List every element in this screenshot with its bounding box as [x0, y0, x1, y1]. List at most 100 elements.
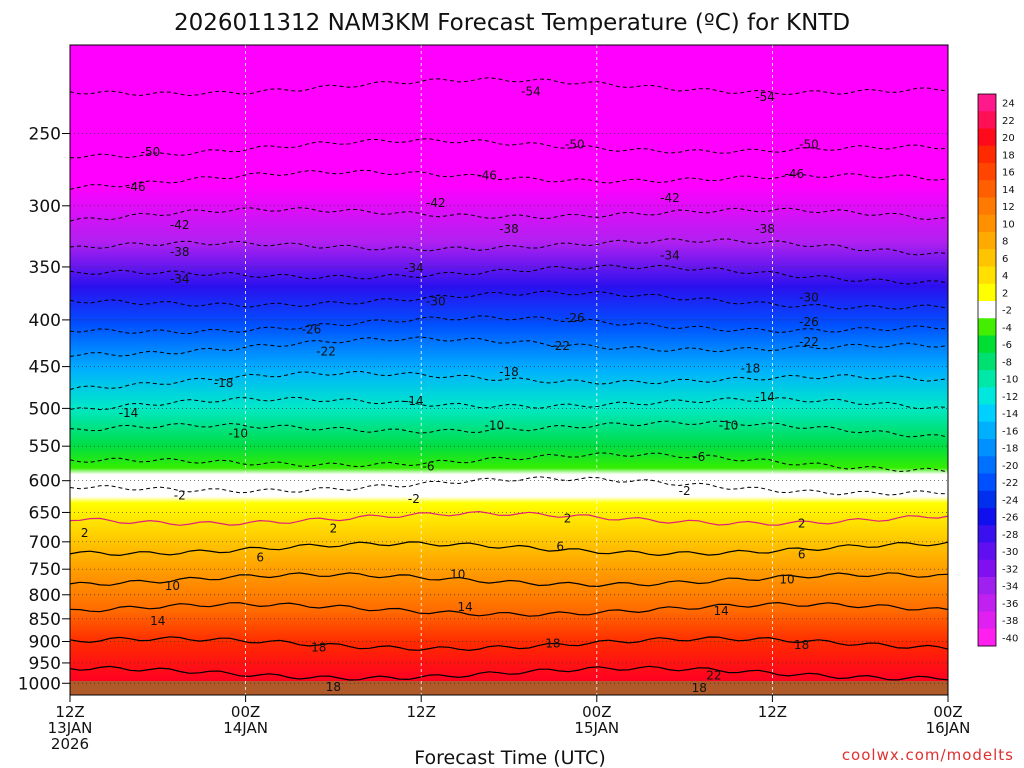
y-axis: 2503003504004505005506006507007508008509… [18, 124, 70, 694]
colorbar-label: -28 [1002, 530, 1018, 541]
colorbar-swatch [978, 421, 996, 440]
colorbar-label: 12 [1002, 202, 1015, 213]
colorbar-label: -24 [1002, 495, 1018, 506]
contour-label: 18 [545, 637, 560, 651]
colorbar-swatch [978, 370, 996, 388]
colorbar-swatch [978, 559, 996, 578]
colorbar-label: -22 [1002, 478, 1018, 489]
colorbar-swatch [978, 249, 996, 267]
contour-label: 2 [330, 522, 338, 536]
contour-label: -22 [799, 335, 819, 349]
contour-label: 2 [798, 516, 806, 530]
colorbar-label: 16 [1002, 168, 1015, 179]
ground-shading [70, 681, 948, 695]
contour-line--26 [69, 315, 949, 335]
colorbar-label: 18 [1002, 150, 1015, 161]
contour-label: -34 [170, 272, 190, 286]
contour-line-22 [69, 665, 949, 681]
contour-label: 10 [450, 567, 465, 581]
x-tick-label: 13JAN [48, 719, 93, 737]
y-tick-label: 450 [29, 358, 61, 378]
contour-label: -22 [550, 339, 570, 353]
contour-label: -54 [755, 90, 775, 104]
contour-label: 14 [150, 614, 165, 628]
colorbar-swatch [978, 577, 996, 595]
colorbar: 24 22 20 18 16 14 12 10 8 6 4 2 -2 -4 -6 -8 -10 -12 -14 -16… [977, 93, 1018, 647]
contour-label: -34 [404, 261, 424, 275]
contour-label: -42 [426, 196, 446, 210]
contour-label: -2 [174, 489, 186, 503]
contour-label: -26 [302, 323, 322, 337]
colorbar-label: -30 [1002, 547, 1018, 558]
colorbar-swatch [978, 387, 996, 405]
contour-label: -50 [565, 137, 585, 151]
colorbar-swatch [978, 611, 996, 630]
contour-label: -26 [799, 315, 819, 329]
colorbar-swatch [978, 525, 996, 543]
contour-label: -46 [785, 167, 805, 181]
colorbar-swatch [978, 145, 996, 164]
x-tick-label: 2026 [51, 735, 89, 753]
contour-label: 6 [256, 550, 264, 564]
colorbar-swatch [978, 301, 996, 319]
colorbar-label: -40 [1002, 633, 1018, 644]
y-tick-label: 900 [29, 632, 61, 652]
contour-label: -2 [679, 484, 691, 498]
colorbar-label: 14 [1002, 185, 1015, 196]
colorbar-swatch [978, 128, 996, 147]
x-tick-label: 00Z [231, 703, 260, 721]
y-tick-label: 250 [29, 124, 61, 144]
contour-label: -18 [499, 365, 519, 379]
contour-line--38 [69, 238, 949, 256]
y-tick-label: 400 [29, 311, 61, 331]
contour-line--6 [69, 452, 949, 473]
colorbar-label: 6 [1002, 254, 1008, 265]
colorbar-label: -8 [1002, 357, 1012, 368]
colorbar-label: -10 [1002, 375, 1018, 386]
colorbar-label: -32 [1002, 564, 1018, 575]
colorbar-swatch [978, 508, 996, 526]
colorbar-label: -18 [1002, 444, 1018, 455]
colorbar-swatch [978, 456, 996, 474]
contour-line--2 [69, 476, 949, 496]
contour-line--18 [69, 370, 949, 390]
contour-label: 14 [714, 604, 729, 618]
colorbar-label: -36 [1002, 599, 1018, 610]
colorbar-label: -6 [1002, 340, 1012, 351]
colorbar-swatch [978, 163, 996, 181]
contour-label: 6 [798, 548, 806, 562]
contour-line--22 [69, 336, 949, 357]
colorbar-swatch [978, 352, 996, 371]
chart-title: 2026011312 NAM3KM Forecast Temperature (… [174, 10, 850, 36]
y-tick-label: 800 [29, 586, 61, 606]
y-tick-label: 600 [29, 472, 61, 492]
colorbar-swatch [978, 473, 996, 492]
colorbar-frame [977, 93, 997, 647]
contour-label: 2 [564, 511, 572, 525]
colorbar-label: -38 [1002, 616, 1018, 627]
x-tick-label: 16JAN [926, 719, 971, 737]
colorbar-label: 10 [1002, 219, 1015, 230]
x-tick-label: 15JAN [574, 719, 619, 737]
x-tick-label: 00Z [582, 703, 611, 721]
colorbar-label: 24 [1002, 99, 1015, 110]
contour-label: 2 [81, 526, 89, 540]
contour-label: -42 [170, 218, 190, 232]
temperature-field [70, 45, 948, 681]
colorbar-swatch [978, 439, 996, 457]
contour-label: 18 [794, 638, 809, 652]
contour-label: 18 [692, 681, 707, 695]
contour-label: -38 [755, 222, 775, 236]
contour-line-6 [69, 541, 949, 557]
colorbar-label: -34 [1002, 582, 1018, 593]
colorbar-swatch [978, 214, 996, 233]
contour-label: -50 [799, 137, 819, 151]
contour-label: -22 [316, 344, 336, 358]
contour-label: -38 [170, 245, 190, 259]
contour-line--54 [69, 77, 949, 97]
colorbar-swatch [978, 283, 996, 302]
contour-label: -6 [693, 450, 705, 464]
contour-label: 10 [779, 573, 794, 587]
y-tick-label: 1000 [18, 674, 61, 694]
